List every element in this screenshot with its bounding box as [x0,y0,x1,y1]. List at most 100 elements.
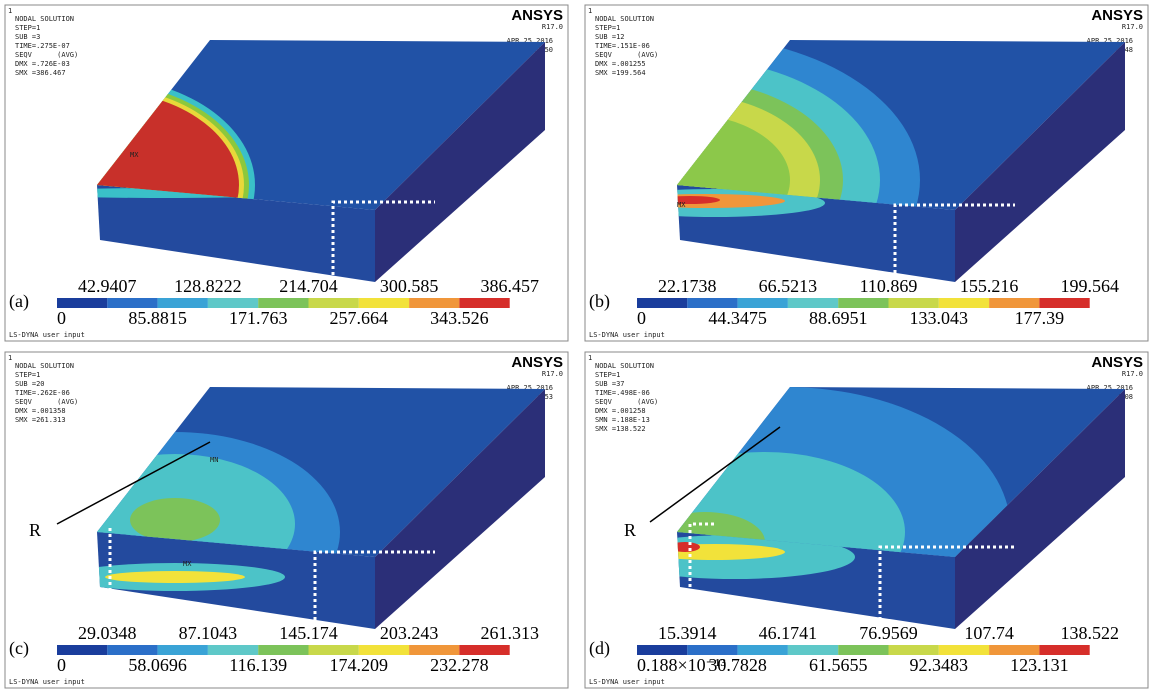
annotation: R [29,520,41,540]
logo: ANSYS [1091,354,1143,371]
logo: ANSYS [511,354,563,371]
legend-label: 110.869 [860,276,918,296]
legend-label: 386.457 [480,276,539,296]
legend-swatch [788,645,838,655]
legend-swatch [208,645,258,655]
header-line: SMX =386.467 [15,69,66,77]
legend-label: 155.216 [960,276,1019,296]
legend-swatch [459,645,509,655]
header-line: STEP=1 [595,371,620,379]
header-line: SEQV (AVG) [15,398,78,406]
legend-swatch [459,298,509,308]
legend-label: 44.3475 [708,308,767,328]
header-line: DMX =.001258 [595,407,646,415]
footer: LS-DYNA user input [9,678,85,686]
logo: ANSYS [511,7,563,24]
footer: LS-DYNA user input [589,331,665,339]
header-line: NODAL SOLUTION [15,362,74,370]
header-line: STEP=1 [15,371,40,379]
legend-label: 0 [57,655,66,675]
legend-label: 58.0696 [128,655,187,675]
contour [105,571,245,583]
legend-swatch [309,298,359,308]
legend-label: 203.243 [380,623,439,643]
header-line: NODAL SOLUTION [595,362,654,370]
legend-swatch [989,298,1039,308]
header-line: TIME=.262E-06 [15,389,70,397]
header-line: DMX =.726E-03 [15,60,70,68]
legend-swatch [788,298,838,308]
panel-label: (a) [9,291,29,312]
node-mark: MX [130,151,139,159]
legend-label: 145.174 [279,623,338,643]
version: R17.0 [542,23,563,31]
legend-label: 199.564 [1060,276,1119,296]
header-line: STEP=1 [595,24,620,32]
footer: LS-DYNA user input [9,331,85,339]
version: R17.0 [1122,370,1143,378]
legend-swatch [989,645,1039,655]
legend-label: 15.3914 [658,623,717,643]
version: R17.0 [1122,23,1143,31]
node-mark: MX [183,560,192,568]
legend-label: 133.043 [910,308,969,328]
legend-swatch [158,645,208,655]
header-line: NODAL SOLUTION [15,15,74,23]
legend-swatch [838,645,888,655]
legend-swatch [409,645,459,655]
legend-swatch [258,298,308,308]
header-line: TIME=.498E-06 [595,389,650,397]
panel-label: (c) [9,638,29,659]
legend-label: 123.131 [1010,655,1068,675]
header-line: SUB =20 [15,380,45,388]
header-line: DMX =.001255 [595,60,646,68]
legend-label: 22.1738 [658,276,717,296]
legend-swatch [309,645,359,655]
legend-label: 300.585 [380,276,439,296]
legend-swatch [258,645,308,655]
legend-label: 66.5213 [759,276,818,296]
legend-label: 343.526 [430,308,489,328]
legend-swatch [1039,298,1089,308]
panel-label: (b) [589,291,610,312]
legend-swatch [939,298,989,308]
node-mark: MN [210,456,218,464]
legend-swatch [637,298,687,308]
legend-swatch [637,645,687,655]
figure: 1NODAL SOLUTIONSTEP=1SUB =3TIME=.275E-07… [0,0,1154,695]
legend-swatch [107,298,157,308]
legend-label: 116.139 [229,655,287,675]
legend-label: 171.763 [229,308,288,328]
legend-label: 46.1741 [759,623,818,643]
legend-swatch [409,298,459,308]
window-number: 1 [588,7,592,15]
legend-label: 232.278 [430,655,489,675]
legend-label: 0 [637,308,646,328]
legend-swatch [359,645,409,655]
legend-swatch [889,645,939,655]
legend-swatch [738,298,788,308]
legend-swatch [1039,645,1089,655]
node-mark: MX [677,201,686,209]
header-line: STEP=1 [15,24,40,32]
legend-label: 92.3483 [910,655,969,675]
legend-label: 88.6951 [809,308,868,328]
legend-label: 30.7828 [708,655,767,675]
legend-swatch [687,298,737,308]
contour [130,498,220,542]
legend-label: 177.39 [1015,308,1065,328]
header-line: SUB =3 [15,33,40,41]
legend-label: 174.209 [330,655,389,675]
legend-swatch [889,298,939,308]
header-line: SUB =37 [595,380,625,388]
legend-swatch [359,298,409,308]
legend-label: 29.0348 [78,623,137,643]
panel: 1NODAL SOLUTIONSTEP=1SUB =3TIME=.275E-07… [0,5,568,341]
header-line: SMX =138.522 [595,425,646,433]
header-line: NODAL SOLUTION [595,15,654,23]
header-line: TIME=.275E-07 [15,42,70,50]
legend-swatch [107,645,157,655]
legend-label: 214.704 [279,276,338,296]
legend-label: 138.522 [1060,623,1119,643]
